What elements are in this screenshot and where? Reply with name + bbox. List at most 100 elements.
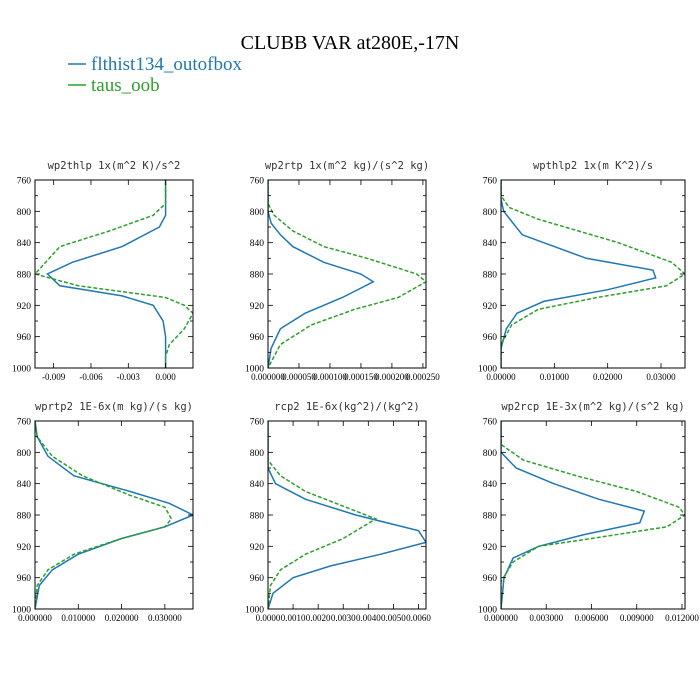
panel-title: wp2rcp 1E-3x(m^2 kg)/(s^2 kg) <box>501 401 684 413</box>
x-tick-label: 0.030000 <box>148 613 182 623</box>
series-line-taus-oob <box>35 421 173 609</box>
series-line-flthist134 <box>501 180 657 368</box>
x-tick-label: 0.000000 <box>18 613 52 623</box>
x-tick-label: 0.006000 <box>575 613 609 623</box>
panel-title: wp2thlp 1x(m^2 K)/s^2 <box>48 160 181 172</box>
panel-title: wprtp2 1E-6x(m kg)/(s kg) <box>35 401 193 413</box>
series-line-taus-oob <box>501 180 685 368</box>
panel-3: wpthlp2 1x(m K^2)/s 760 800 840 880 920 960 100… <box>478 160 686 382</box>
y-tick-label: 920 <box>250 302 265 312</box>
y-tick-label: 920 <box>17 302 32 312</box>
series-line-flthist134 <box>268 421 426 609</box>
x-tick-label: 0.000200 <box>375 372 409 382</box>
series-line-taus-oob <box>35 180 193 368</box>
y-tick-label: 1000 <box>12 606 31 616</box>
legend-label-flthist134: flthist134_outofbox <box>91 54 242 75</box>
panel-6: wp2rcp 1E-3x(m^2 kg)/(s^2 kg)760 800 840 88… <box>478 401 699 623</box>
y-tick-label: 1000 <box>12 365 31 375</box>
x-tick-label: -0.003 <box>117 372 141 382</box>
y-tick-label: 800 <box>17 208 32 218</box>
y-tick-label: 760 <box>17 418 32 428</box>
plot-frame <box>267 420 427 610</box>
y-tick-label: 800 <box>250 208 265 218</box>
y-tick-label: 760 <box>250 177 265 187</box>
y-tick-label: 920 <box>17 543 32 553</box>
plot-frame <box>500 179 686 369</box>
y-tick-label: 800 <box>17 449 32 459</box>
y-tick-label: 920 <box>250 543 265 553</box>
series-line-flthist134 <box>501 421 646 609</box>
panel-title: rcp2 1E-6x(kg^2)/(kg^2) <box>274 401 419 413</box>
y-tick-label: 960 <box>250 333 265 343</box>
series-line-flthist134 <box>46 180 167 368</box>
x-tick-label: 0.00000 <box>486 372 516 382</box>
y-tick-label: 760 <box>17 177 32 187</box>
y-tick-label: 960 <box>250 574 265 584</box>
panel-5: rcp2 1E-6x(kg^2)/(kg^2) 760 800 840 880 920 96… <box>245 401 431 623</box>
y-tick-label: 800 <box>483 208 498 218</box>
y-tick-label: 960 <box>17 574 32 584</box>
x-tick-label: 0.0020 <box>306 613 331 623</box>
y-tick-label: 920 <box>483 302 498 312</box>
x-tick-label: 0.000150 <box>344 372 378 382</box>
series-line-flthist134 <box>268 180 375 368</box>
y-tick-label: 760 <box>483 418 498 428</box>
panel-4: wprtp2 1E-6x(m kg)/(s kg)760 800 840 880 920… <box>12 401 194 623</box>
panel-1: wp2thlp 1x(m^2 K)/s^2 760 800 840 880 920 960 1… <box>12 160 194 382</box>
y-tick-label: 800 <box>483 449 498 459</box>
x-tick-label: 0.0050 <box>381 613 406 623</box>
legend-label-taus-oob: taus_oob <box>91 75 160 96</box>
y-tick-label: 840 <box>483 239 498 249</box>
x-tick-label: 0.03000 <box>646 372 676 382</box>
x-tick-label: 0.000250 <box>406 372 440 382</box>
y-tick-label: 880 <box>17 512 32 522</box>
plot-frame <box>500 420 686 610</box>
y-tick-label: 840 <box>17 480 32 490</box>
y-tick-label: 1000 <box>245 365 264 375</box>
x-tick-label: 0.0010 <box>281 613 306 623</box>
x-tick-label: 0.000 <box>156 372 177 382</box>
y-tick-label: 800 <box>250 449 265 459</box>
series-line-flthist134 <box>35 421 193 609</box>
y-tick-label: 840 <box>250 480 265 490</box>
y-tick-label: 760 <box>483 177 498 187</box>
y-tick-label: 760 <box>250 418 265 428</box>
panel-title: wp2rtp 1x(m^2 kg)/(s^2 kg) <box>265 160 429 172</box>
x-tick-label: 0.000050 <box>282 372 316 382</box>
plot-frame <box>34 179 194 369</box>
x-tick-label: 0.009000 <box>620 613 654 623</box>
series-line-taus-oob <box>501 421 685 609</box>
x-tick-label: 0.000000 <box>251 372 285 382</box>
x-tick-label: 0.003000 <box>529 613 563 623</box>
plot-frame <box>34 420 194 610</box>
y-tick-label: 840 <box>483 480 498 490</box>
x-tick-label: 0.000000 <box>484 613 518 623</box>
y-tick-label: 880 <box>483 512 498 522</box>
x-tick-label: -0.006 <box>79 372 103 382</box>
plot-frame <box>267 179 427 369</box>
y-tick-label: 880 <box>250 512 265 522</box>
x-tick-label: 0.0000 <box>256 613 281 623</box>
panel-2: wp2rtp 1x(m^2 kg)/(s^2 kg)760 800 840 880 92… <box>245 160 440 382</box>
y-tick-label: 840 <box>250 239 265 249</box>
y-tick-label: 840 <box>17 239 32 249</box>
x-tick-label: 0.012000 <box>665 613 699 623</box>
y-tick-label: 920 <box>483 543 498 553</box>
series-line-taus-oob <box>268 180 426 368</box>
x-tick-label: 0.02000 <box>593 372 623 382</box>
figure-title: CLUBB VAR at280E,-17N <box>241 32 460 54</box>
y-tick-label: 880 <box>483 271 498 281</box>
y-tick-label: 880 <box>17 271 32 281</box>
x-tick-label: 0.0040 <box>356 613 381 623</box>
y-tick-label: 1000 <box>245 606 264 616</box>
y-tick-label: 1000 <box>478 365 497 375</box>
x-tick-label: 0.0030 <box>331 613 356 623</box>
x-tick-label: 0.000100 <box>313 372 347 382</box>
x-tick-label: -0.009 <box>42 372 66 382</box>
series-line-taus-oob <box>268 421 378 609</box>
x-tick-label: 0.010000 <box>61 613 95 623</box>
x-tick-label: 0.01000 <box>540 372 570 382</box>
y-tick-label: 880 <box>250 271 265 281</box>
x-tick-label: 0.020000 <box>105 613 139 623</box>
y-tick-label: 960 <box>17 333 32 343</box>
